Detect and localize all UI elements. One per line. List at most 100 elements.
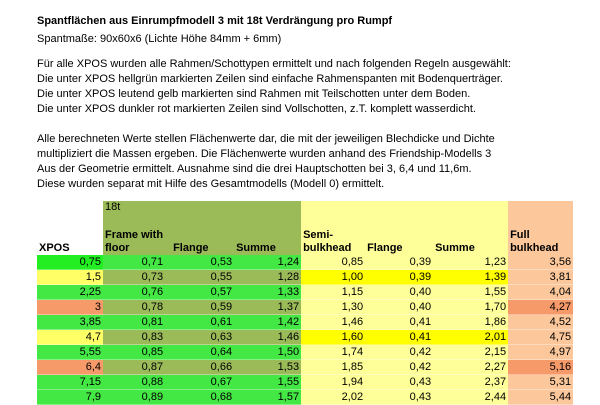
header-line: Semi- — [303, 229, 334, 241]
frame-summe-cell: 1,37 — [234, 299, 302, 315]
header-full-bulkhead: Full bulkhead — [508, 215, 574, 255]
xpos-cell: 0,75 — [37, 255, 103, 270]
semi-flange-cell: 0,43 — [365, 389, 434, 405]
semi-summe-cell: 1,55 — [433, 284, 509, 300]
frame-summe-cell: 1,50 — [234, 344, 302, 360]
full-bulkhead-cell: 4,04 — [508, 284, 574, 300]
frame-summe-cell: 1,55 — [234, 374, 302, 390]
frame-flange-cell: 0,63 — [165, 329, 235, 345]
text-line: Die unter XPOS hellgrün markierten Zeile… — [37, 73, 503, 85]
header-summe: Summe — [433, 215, 509, 255]
frame-cell: 0,88 — [103, 374, 166, 390]
xpos-cell: 2,25 — [37, 284, 103, 300]
semi-bulkhead-cell: 1,30 — [301, 299, 366, 315]
xpos-cell: 4,7 — [37, 329, 103, 345]
semi-flange-cell: 0,40 — [365, 299, 434, 315]
table-row: 7,9 0,89 0,68 1,57 2,02 0,43 2,44 5,44 — [37, 389, 574, 405]
table-row: 1,5 0,73 0,55 1,28 1,00 0,39 1,39 3,81 — [37, 269, 574, 285]
xpos-cell: 3,85 — [37, 314, 103, 330]
header-line: Frame with — [105, 229, 164, 241]
frame-summe-cell: 1,33 — [234, 284, 302, 300]
xpos-cell: 6,4 — [37, 359, 103, 375]
method-paragraph: Alle berechneten Werte stellen Flächenwe… — [37, 132, 495, 192]
semi-summe-cell: 1,23 — [433, 255, 509, 270]
frame-cell: 0,71 — [103, 255, 166, 270]
group-label-18t: 18t — [103, 201, 302, 215]
full-bulkhead-cell: 4,52 — [508, 314, 574, 330]
header-frame-with-floor: Frame with floor — [103, 215, 166, 255]
semi-summe-cell: 1,86 — [433, 314, 509, 330]
xpos-cell: 5,55 — [37, 344, 103, 360]
table-row: 2,25 0,76 0,57 1,33 1,15 0,40 1,55 4,04 — [37, 284, 574, 300]
table-row: 3 0,78 0,59 1,37 1,30 0,40 1,70 4,27 — [37, 299, 574, 315]
semi-flange-cell: 0,39 — [365, 269, 434, 285]
column-header-row: XPOS Frame with floor Flange Summe Semi-b… — [37, 215, 574, 255]
frame-summe-cell: 1,57 — [234, 389, 302, 405]
header-line: bulkhead — [510, 242, 559, 254]
table-row: 4,7 0,83 0,63 1,46 1,60 0,41 2,01 4,75 — [37, 329, 574, 345]
text-line: Die unter XPOS leutend gelb markierten s… — [37, 88, 471, 100]
frame-flange-cell: 0,67 — [165, 374, 235, 390]
semi-summe-cell: 2,44 — [433, 389, 509, 405]
xpos-cell: 7,9 — [37, 389, 103, 405]
text-line: Aus der Geometrie ermittelt. Ausnahme si… — [37, 163, 472, 175]
frame-summe-cell: 1,53 — [234, 359, 302, 375]
group-header-row: 18t — [37, 201, 574, 215]
empty-cell — [37, 201, 103, 215]
frame-cell: 0,85 — [103, 344, 166, 360]
frame-summe-cell: 1,42 — [234, 314, 302, 330]
frame-dimensions: Spantmaße: 90x60x6 (Lichte Höhe 84mm + 6… — [37, 33, 282, 45]
frame-cell: 0,78 — [103, 299, 166, 315]
selection-rules-paragraph: Für alle XPOS wurden alle Rahmen/Schotty… — [37, 57, 511, 117]
xpos-cell: 1,5 — [37, 269, 103, 285]
table-row: 3,85 0,81 0,61 1,42 1,46 0,41 1,86 4,52 — [37, 314, 574, 330]
semi-bulkhead-cell: 1,74 — [301, 344, 366, 360]
header-flange: Flange — [365, 215, 434, 255]
semi-flange-cell: 0,42 — [365, 344, 434, 360]
header-summe: Summe — [234, 215, 302, 255]
frame-summe-cell: 1,24 — [234, 255, 302, 270]
empty-cell — [301, 201, 509, 215]
frame-summe-cell: 1,28 — [234, 269, 302, 285]
semi-bulkhead-cell: 1,94 — [301, 374, 366, 390]
frame-area-table: 18t XPOS Frame with floor Flange Summe Se… — [37, 201, 574, 405]
semi-bulkhead-cell: 2,02 — [301, 389, 366, 405]
header-line: bulkhead — [303, 242, 352, 254]
empty-cell — [508, 201, 574, 215]
frame-summe-cell: 1,46 — [234, 329, 302, 345]
full-bulkhead-cell: 3,56 — [508, 255, 574, 270]
frame-cell: 0,87 — [103, 359, 166, 375]
semi-summe-cell: 2,37 — [433, 374, 509, 390]
text-line: Für alle XPOS wurden alle Rahmen/Schotty… — [37, 58, 511, 70]
semi-bulkhead-cell: 1,60 — [301, 329, 366, 345]
semi-flange-cell: 0,43 — [365, 374, 434, 390]
frame-flange-cell: 0,66 — [165, 359, 235, 375]
semi-flange-cell: 0,40 — [365, 284, 434, 300]
document-title: Spantflächen aus Einrumpfmodell 3 mit 18… — [37, 15, 393, 27]
semi-flange-cell: 0,41 — [365, 329, 434, 345]
semi-flange-cell: 0,42 — [365, 359, 434, 375]
full-bulkhead-cell: 5,16 — [508, 359, 574, 375]
full-bulkhead-cell: 4,75 — [508, 329, 574, 345]
xpos-cell: 7,15 — [37, 374, 103, 390]
full-bulkhead-cell: 3,81 — [508, 269, 574, 285]
header-line: floor — [105, 242, 130, 254]
header-xpos: XPOS — [39, 242, 70, 254]
semi-bulkhead-cell: 1,00 — [301, 269, 366, 285]
full-bulkhead-cell: 4,97 — [508, 344, 574, 360]
table-row: 6,4 0,87 0,66 1,53 1,85 0,42 2,27 5,16 — [37, 359, 574, 375]
semi-summe-cell: 1,39 — [433, 269, 509, 285]
semi-bulkhead-cell: 1,85 — [301, 359, 366, 375]
frame-flange-cell: 0,68 — [165, 389, 235, 405]
full-bulkhead-cell: 5,31 — [508, 374, 574, 390]
frame-cell: 0,76 — [103, 284, 166, 300]
text-line: Alle berechneten Werte stellen Flächenwe… — [37, 133, 495, 145]
semi-summe-cell: 2,27 — [433, 359, 509, 375]
frame-flange-cell: 0,59 — [165, 299, 235, 315]
frame-cell: 0,89 — [103, 389, 166, 405]
text-line: multipliziert die Massen ergeben. Die Fl… — [37, 148, 492, 160]
text-line: Die unter XPOS dunkler rot markierten Ze… — [37, 103, 476, 115]
frame-flange-cell: 0,61 — [165, 314, 235, 330]
frame-cell: 0,83 — [103, 329, 166, 345]
table-row: 0,75 0,71 0,53 1,24 0,85 0,39 1,23 3,56 — [37, 255, 574, 270]
